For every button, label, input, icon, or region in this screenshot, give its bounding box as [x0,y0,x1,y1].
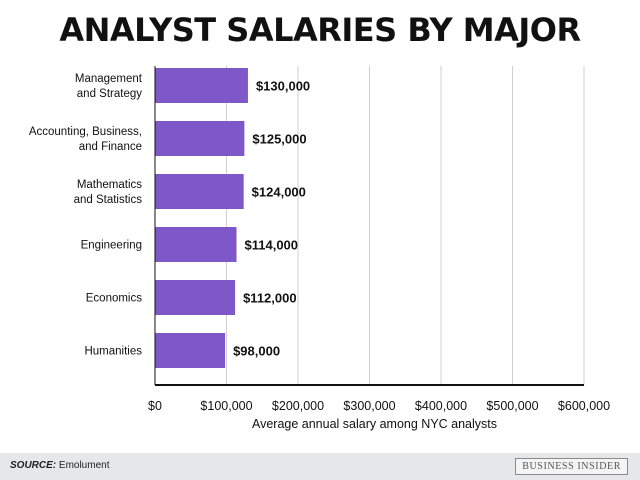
bar [155,333,226,368]
brand-logo: BUSINESS INSIDER [515,458,628,475]
x-tick-labels: $0 $100,000 $200,000 $300,000 $400,000 $500,0… [148,399,610,413]
category-label: Mathematics and Statistics [74,179,143,206]
bar-value-label: $124,000 [252,185,306,200]
bar [155,227,237,262]
bars [155,68,248,368]
bar-value-label: $125,000 [252,132,306,147]
bar [155,280,236,315]
bar-value-label: $114,000 [245,238,299,253]
category-labels: Management and Strategy Accounting, Busine… [29,73,143,358]
source-label: SOURCE: [10,460,57,471]
bar-chart: Management and Strategy Accounting, Busine… [29,66,610,431]
source-note: SOURCE: Emolument [10,460,109,471]
category-label: Management and Strategy [75,73,143,100]
x-axis-label: Average annual salary among NYC analysts [252,417,497,431]
source-text: Emolument [56,460,110,471]
x-tick-label: $100,000 [200,399,252,413]
x-tick-label: $500,000 [486,399,538,413]
category-label: Humanities [84,346,142,358]
bar [155,68,248,103]
category-label: Accounting, Business, and Finance [29,126,142,153]
x-tick-label: $400,000 [415,399,467,413]
chart-title: ANALYST SALARIES BY MAJOR [59,11,581,49]
category-label: Engineering [81,240,142,252]
bar-value-label: $98,000 [233,344,280,359]
bar-value-label: $112,000 [243,291,297,306]
bar-value-label: $130,000 [256,79,310,94]
gridlines [226,66,585,385]
x-tick-label: $200,000 [272,399,324,413]
category-label: Economics [86,293,142,305]
bar [155,174,244,209]
x-tick-label: $600,000 [558,399,610,413]
value-labels: $130,000 $125,000 $124,000 $114,000 $112,000… [233,79,310,359]
bar [155,121,245,156]
x-tick-label: $0 [148,399,162,413]
footer: SOURCE: Emolument BUSINESS INSIDER [0,453,640,480]
x-tick-label: $300,000 [343,399,395,413]
